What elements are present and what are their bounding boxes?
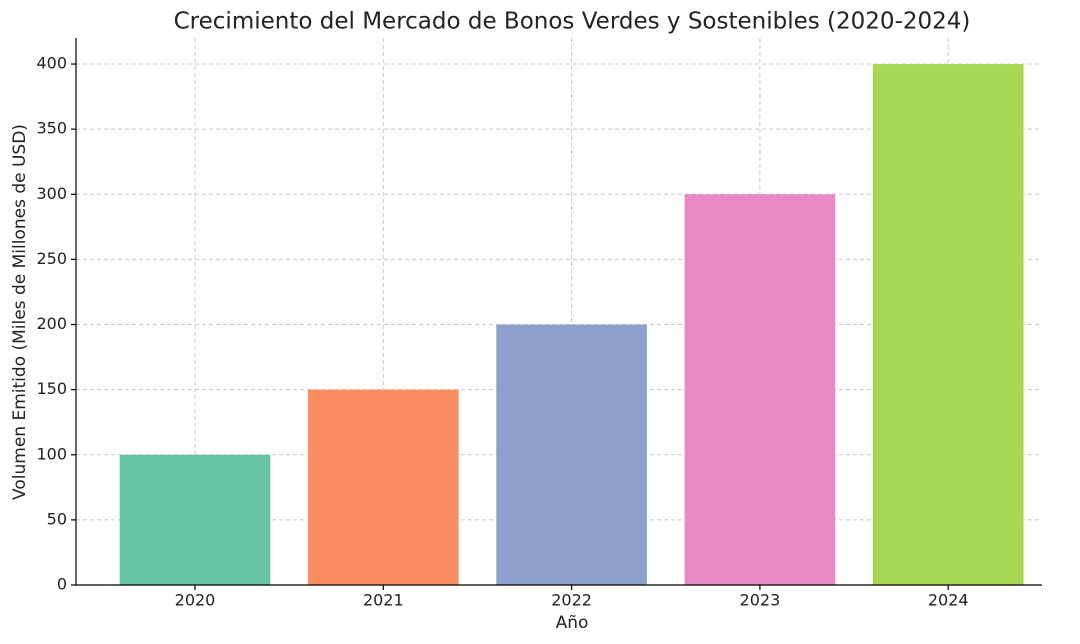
bar: [684, 194, 836, 586]
bar: [307, 389, 459, 585]
bar: [872, 64, 1024, 586]
x-tick-label: 2022: [551, 591, 592, 610]
y-tick-label: 400: [36, 54, 67, 73]
y-tick-label: 300: [36, 184, 67, 203]
x-tick-label: 2021: [363, 591, 404, 610]
x-tick-label: 2024: [928, 591, 969, 610]
bar: [119, 454, 271, 585]
x-tick-label: 2023: [740, 591, 781, 610]
y-tick-label: 150: [36, 379, 67, 398]
y-axis-label: Volumen Emitido (Miles de Millones de US…: [10, 124, 30, 500]
y-tick-label: 100: [36, 444, 67, 463]
y-tick-label: 200: [36, 314, 67, 333]
bar: [496, 324, 647, 585]
x-tick-label: 2020: [175, 591, 216, 610]
y-tick-label: 50: [47, 509, 67, 528]
y-tick-label: 350: [36, 119, 67, 138]
x-axis-label: Año: [556, 613, 589, 633]
y-tick-label: 0: [57, 575, 67, 594]
y-tick-label: 250: [36, 249, 67, 268]
chart-title: Crecimiento del Mercado de Bonos Verdes …: [174, 9, 971, 35]
